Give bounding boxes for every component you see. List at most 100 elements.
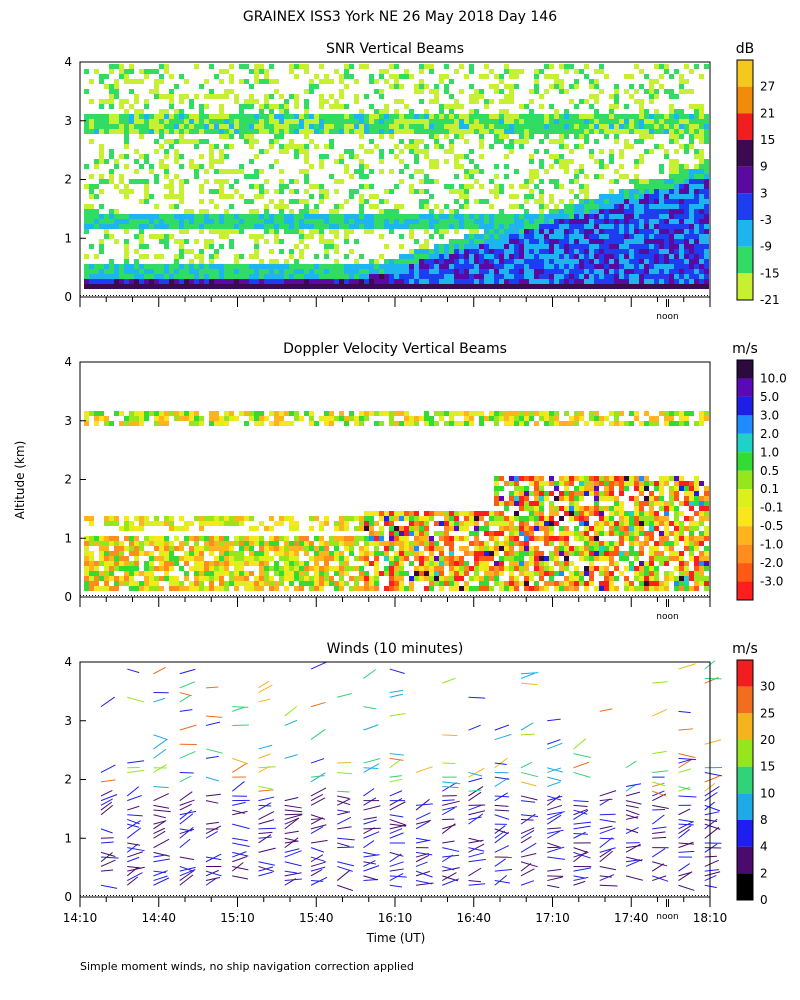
snr-cell: [494, 189, 499, 194]
doppler-cell: [554, 506, 559, 511]
snr-cell: [674, 179, 679, 184]
doppler-cell: [549, 536, 554, 541]
doppler-cell: [534, 581, 539, 586]
snr-cell: [234, 224, 239, 229]
snr-cell: [174, 214, 179, 219]
snr-cell: [579, 249, 584, 254]
snr-cell: [179, 219, 184, 224]
snr-cell: [144, 159, 149, 164]
doppler-cell: [179, 566, 184, 571]
snr-cell: [304, 124, 309, 129]
doppler-cell: [569, 481, 574, 486]
snr-cell: [374, 119, 379, 124]
snr-cell: [269, 219, 274, 224]
doppler-cell: [409, 546, 414, 551]
snr-cell: [114, 264, 119, 269]
snr-cell: [499, 114, 504, 119]
doppler-cell: [464, 526, 469, 531]
snr-cell: [414, 224, 419, 229]
snr-cell: [289, 224, 294, 229]
snr-cell: [464, 184, 469, 189]
snr-cell: [634, 274, 639, 279]
snr-cell: [639, 104, 644, 109]
snr-cell: [464, 129, 469, 134]
snr-cell: [349, 129, 354, 134]
snr-cell: [409, 174, 414, 179]
snr-cell: [179, 129, 184, 134]
snr-cell: [669, 184, 674, 189]
snr-cell: [329, 94, 334, 99]
doppler-cell: [599, 531, 604, 536]
doppler-cell: [569, 561, 574, 566]
snr-cell: [104, 159, 109, 164]
doppler-cell: [314, 581, 319, 586]
doppler-cell: [359, 566, 364, 571]
doppler-cell: [439, 586, 444, 591]
snr-cell: [599, 264, 604, 269]
doppler-cell: [294, 546, 299, 551]
snr-cell: [424, 259, 429, 264]
doppler-cell: [119, 581, 124, 586]
snr-cell: [674, 214, 679, 219]
snr-cell: [284, 214, 289, 219]
doppler-cell: [619, 421, 624, 426]
snr-cell: [124, 99, 129, 104]
snr-cell: [339, 219, 344, 224]
doppler-cell: [484, 541, 489, 546]
snr-cell: [689, 259, 694, 264]
snr-cell: [394, 219, 399, 224]
snr-cell: [119, 154, 124, 159]
snr-cell: [234, 99, 239, 104]
doppler-cell: [369, 536, 374, 541]
doppler-cell: [94, 536, 99, 541]
doppler-cell: [164, 516, 169, 521]
snr-cell: [554, 79, 559, 84]
snr-cell: [379, 214, 384, 219]
doppler-cell: [84, 586, 89, 591]
snr-cell: [99, 114, 104, 119]
doppler-cell: [194, 516, 199, 521]
snr-cell: [334, 264, 339, 269]
doppler-cell: [534, 521, 539, 526]
y-axis-label: Altitude (km): [13, 441, 27, 520]
snr-cell: [264, 69, 269, 74]
snr-cell: [624, 214, 629, 219]
doppler-cell: [214, 566, 219, 571]
snr-cell: [134, 274, 139, 279]
snr-cell: [349, 74, 354, 79]
snr-cell: [469, 149, 474, 154]
doppler-cell: [239, 546, 244, 551]
snr-cell: [259, 219, 264, 224]
doppler-cell: [474, 516, 479, 521]
doppler-cell: [224, 521, 229, 526]
snr-cell: [509, 284, 514, 289]
doppler-cell: [389, 526, 394, 531]
snr-cell: [529, 259, 534, 264]
snr-cell: [449, 284, 454, 289]
snr-cell: [669, 159, 674, 164]
snr-cell: [279, 129, 284, 134]
doppler-cell: [599, 566, 604, 571]
doppler-cell: [154, 541, 159, 546]
snr-cell: [314, 264, 319, 269]
snr-cell: [344, 224, 349, 229]
snr-cell: [704, 129, 709, 134]
snr-cell: [659, 114, 664, 119]
snr-cell: [549, 74, 554, 79]
doppler-cell: [594, 526, 599, 531]
snr-cell: [269, 144, 274, 149]
snr-cell: [304, 179, 309, 184]
doppler-cell: [534, 491, 539, 496]
doppler-cell: [564, 586, 569, 591]
snr-cell: [374, 124, 379, 129]
doppler-cell: [494, 521, 499, 526]
snr-cell: [174, 119, 179, 124]
snr-cell: [659, 189, 664, 194]
snr-cell: [294, 144, 299, 149]
snr-cell: [434, 94, 439, 99]
snr-cell: [109, 234, 114, 239]
snr-cell: [324, 144, 329, 149]
snr-cell: [359, 174, 364, 179]
snr-cell: [254, 69, 259, 74]
snr-cell: [239, 114, 244, 119]
